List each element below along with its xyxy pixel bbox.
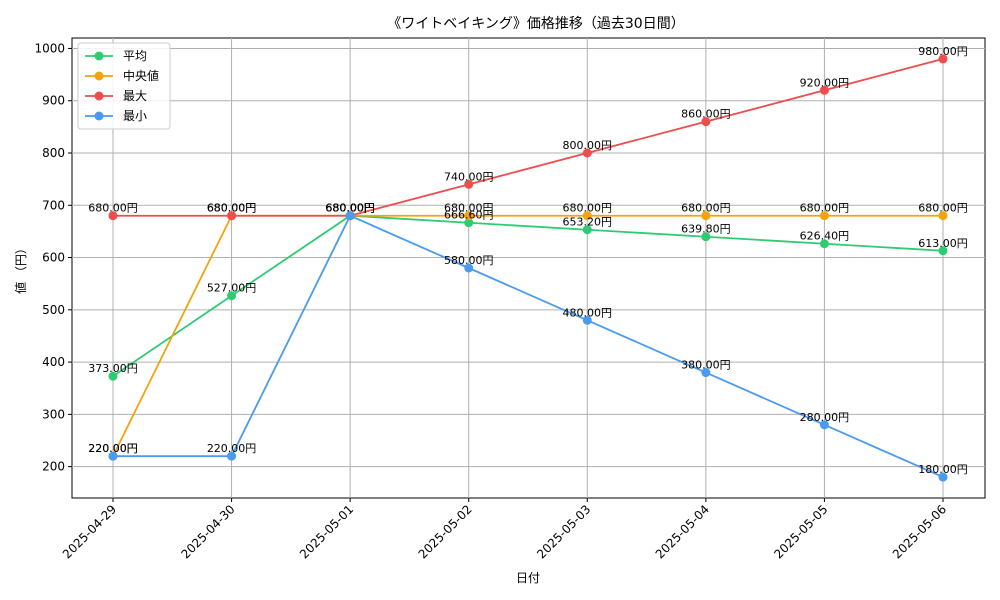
data-point	[227, 451, 237, 461]
x-tick-label: 2025-04-29	[60, 502, 119, 561]
x-axis-label: 日付	[516, 571, 540, 585]
data-label: 580.00円	[444, 254, 494, 267]
x-tick-label: 2025-05-05	[771, 502, 830, 561]
data-label: 740.00円	[444, 170, 494, 183]
y-tick-label: 500	[42, 303, 65, 317]
x-tick-label: 2025-05-01	[297, 502, 356, 561]
data-point	[582, 148, 592, 158]
legend-marker	[94, 71, 104, 81]
data-point	[701, 117, 711, 127]
data-point	[108, 371, 118, 381]
data-label: 680.00円	[918, 202, 968, 215]
legend-label: 平均	[123, 49, 147, 63]
data-point	[582, 211, 592, 221]
x-tick-label: 2025-05-02	[416, 502, 475, 561]
series-lines	[108, 54, 948, 482]
data-point	[464, 211, 474, 221]
data-point	[464, 179, 474, 189]
data-label: 680.00円	[325, 202, 375, 215]
data-label: 680.00円	[800, 202, 850, 215]
y-tick-label: 200	[42, 460, 65, 474]
data-point	[701, 232, 711, 242]
data-label: 680.00円	[207, 202, 257, 215]
plot-area	[71, 37, 986, 499]
data-point	[227, 211, 237, 221]
data-label: 680.00円	[681, 202, 731, 215]
data-label: 680.00円	[207, 202, 257, 215]
data-point	[938, 211, 948, 221]
data-label: 680.00円	[325, 202, 375, 215]
data-point	[938, 54, 948, 64]
y-tick-label: 700	[42, 198, 65, 212]
data-label: 653.20円	[563, 216, 613, 229]
data-label: 480.00円	[563, 306, 613, 319]
data-label: 613.00円	[918, 237, 968, 250]
data-label: 920.00円	[800, 76, 850, 89]
series-line	[112, 214, 944, 377]
data-point	[819, 85, 829, 95]
x-tick-label: 2025-05-03	[534, 502, 593, 561]
data-label: 280.00円	[800, 411, 850, 424]
data-label: 626.40円	[800, 230, 850, 243]
y-tick-label: 800	[42, 146, 65, 160]
data-point	[701, 211, 711, 221]
y-tick-label: 300	[42, 407, 65, 421]
legend-marker	[94, 91, 104, 101]
data-point	[464, 263, 474, 273]
data-label: 680.00円	[88, 202, 138, 215]
data-label: 860.00円	[681, 108, 731, 121]
data-label: 527.00円	[207, 282, 257, 295]
data-label: 680.00円	[325, 202, 375, 215]
data-label: 800.00円	[563, 139, 613, 152]
data-label: 220.00円	[88, 442, 138, 455]
series-line	[113, 58, 944, 217]
series-line	[113, 214, 944, 478]
data-point	[938, 472, 948, 482]
data-label: 220.00円	[207, 442, 257, 455]
x-tick-label: 2025-04-30	[178, 502, 237, 561]
data-label: 680.00円	[325, 202, 375, 215]
data-point	[701, 368, 711, 378]
data-point	[819, 211, 829, 221]
data-point	[582, 315, 592, 325]
legend-label: 最大	[123, 89, 147, 103]
data-point	[819, 239, 829, 249]
data-label: 180.00円	[918, 463, 968, 476]
x-tick-label: 2025-05-04	[653, 502, 712, 561]
data-label: 680.00円	[563, 202, 613, 215]
legend-label: 最小	[123, 109, 147, 123]
legend-box	[77, 42, 171, 130]
data-point	[108, 451, 118, 461]
legend-marker	[94, 111, 104, 121]
data-label: 980.00円	[918, 45, 968, 58]
x-tick-label: 2025-05-06	[890, 502, 949, 561]
chart-title: 《ワイトベイキング》価格推移（過去30日間）	[387, 16, 684, 32]
data-point	[227, 291, 237, 301]
data-point	[345, 211, 355, 221]
y-tick-label: 600	[42, 251, 65, 265]
data-labels: 373.00円527.00円680.00円666.60円653.20円639.8…	[88, 45, 967, 476]
y-axis-label: 値 （円）	[13, 242, 28, 294]
y-tick-label: 400	[42, 355, 65, 369]
data-label: 639.80円	[681, 223, 731, 236]
data-label: 666.60円	[444, 209, 494, 222]
data-label: 220.00円	[88, 442, 138, 455]
data-point	[464, 218, 474, 228]
data-label: 380.00円	[681, 359, 731, 372]
data-label: 680.00円	[444, 202, 494, 215]
data-point	[819, 420, 829, 430]
data-point	[582, 225, 592, 235]
y-tick-label: 900	[42, 94, 65, 108]
y-tick-label: 1000	[34, 41, 65, 55]
data-point	[108, 211, 118, 221]
gridlines	[72, 38, 985, 498]
legend-marker	[94, 51, 104, 61]
data-point	[938, 246, 948, 256]
axis-ticks: 200 300 400 500 600 700 800 900 1000 2025-04-29 20…	[34, 41, 949, 561]
legend-label: 中央値	[123, 68, 159, 83]
data-label: 373.00円	[88, 362, 138, 375]
